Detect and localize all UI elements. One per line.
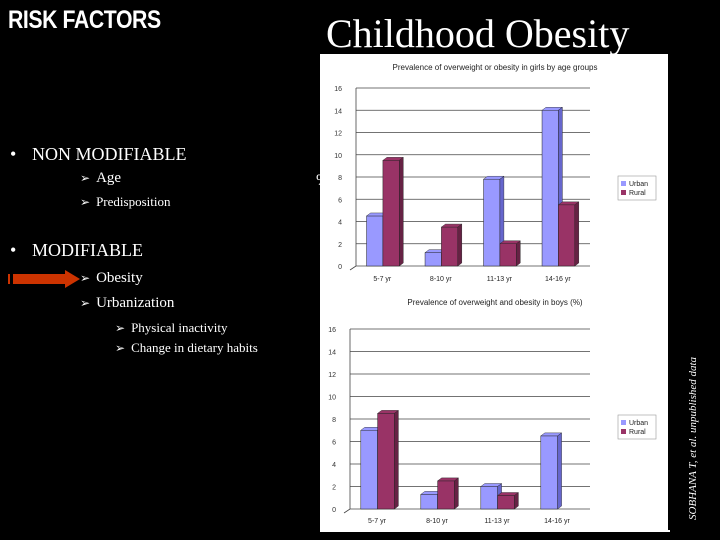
non-modifiable-label: NON MODIFIABLE — [32, 144, 187, 164]
bar-side — [557, 432, 562, 510]
y-tick-label: 8 — [332, 417, 336, 424]
axis-corner — [349, 265, 357, 271]
bar-urban — [420, 494, 438, 510]
y-tick-label: 14 — [328, 350, 336, 357]
legend-swatch — [621, 420, 626, 425]
x-tick-label: 5-7 yr — [368, 518, 387, 525]
bar-rural — [558, 204, 576, 267]
bar-side — [457, 223, 462, 267]
modifiable-bullet: • MODIFIABLE — [10, 240, 143, 261]
x-tick-label: 8-10 yr — [426, 518, 448, 525]
bar-side — [514, 492, 519, 510]
x-tick-label: 5-7 yr — [373, 276, 392, 283]
axis-corner — [343, 508, 351, 514]
item-label: Obesity — [96, 270, 143, 286]
x-tick-label: 8-10 yr — [430, 276, 452, 283]
bar-urban — [540, 435, 558, 510]
boys-prevalence-chart: Prevalence of overweight and obesity in … — [328, 298, 657, 525]
credit-text: SOBHANA T, et al. unpublished data — [687, 356, 699, 520]
girls-chart-panel: Prevalence of overweight or obesity in g… — [320, 54, 670, 299]
y-tick-label: 16 — [328, 327, 336, 334]
legend-label: Urban — [629, 420, 648, 427]
list-item-dietary-habits: ➢ Change in dietary habits — [115, 340, 262, 356]
legend-swatch — [621, 190, 626, 195]
y-tick-label: 2 — [332, 485, 336, 492]
arrow-bullet-icon: ➢ — [115, 321, 126, 335]
bar-side — [399, 156, 404, 267]
y-tick-label: 2 — [338, 242, 342, 249]
bar-side — [574, 201, 579, 267]
arrow-bullet-icon: ➢ — [80, 195, 91, 209]
list-item-obesity: ➢ Obesity — [80, 270, 143, 287]
item-label: Physical inactivity — [131, 320, 228, 335]
legend-box — [617, 175, 657, 201]
modifiable-label: MODIFIABLE — [32, 240, 143, 260]
legend-label: Urban — [629, 181, 648, 188]
credit-strip — [668, 54, 708, 530]
legend-label: Rural — [629, 190, 646, 197]
y-tick-label: 4 — [338, 220, 342, 227]
bar-rural — [437, 480, 455, 510]
bar-rural — [377, 413, 395, 510]
bar-rural — [497, 495, 515, 510]
x-tick-label: 11-13 yr — [484, 518, 510, 525]
y-tick-label: 10 — [334, 153, 342, 160]
chart-title: Prevalence of overweight and obesity in … — [407, 298, 583, 307]
arrow-bullet-icon: ➢ — [80, 296, 91, 310]
bullet-dot-icon: • — [10, 240, 17, 260]
item-label: Change in dietary habits — [131, 340, 258, 355]
x-tick-label: 14-16 yr — [545, 276, 571, 283]
girls-prevalence-chart: Prevalence of overweight or obesity in g… — [334, 63, 657, 283]
bar-urban — [366, 215, 384, 267]
legend-swatch — [621, 181, 626, 186]
arrow-bullet-icon: ➢ — [80, 271, 91, 285]
bar-urban — [483, 178, 501, 267]
legend-box — [617, 414, 657, 440]
list-item-age: ➢ Age — [80, 170, 121, 187]
list-item-predisposition: ➢ Predisposition — [80, 194, 170, 210]
arrow-bullet-icon: ➢ — [115, 341, 126, 355]
y-tick-label: 14 — [334, 108, 342, 115]
bullet-dot-icon: • — [10, 144, 17, 164]
left-panel — [0, 0, 254, 540]
list-item-urbanization: ➢ Urbanization — [80, 295, 174, 312]
y-tick-label: 12 — [334, 131, 342, 138]
bar-side — [454, 477, 459, 510]
y-tick-label: 6 — [338, 197, 342, 204]
slide-title: Childhood Obesity — [326, 11, 630, 56]
y-tick-label: 8 — [338, 175, 342, 182]
item-label: Predisposition — [96, 194, 171, 209]
bar-urban — [360, 430, 378, 510]
arrow-bullet-icon: ➢ — [80, 171, 91, 185]
bar-side — [394, 409, 399, 510]
bar-rural — [499, 243, 517, 267]
item-label: Age — [96, 170, 122, 186]
y-tick-label: 4 — [332, 462, 336, 469]
y-tick-label: 0 — [338, 264, 342, 271]
legend-swatch — [621, 429, 626, 434]
bar-urban — [480, 486, 498, 510]
list-item-physical-inactivity: ➢ Physical inactivity — [115, 320, 227, 336]
y-tick-label: 16 — [334, 86, 342, 93]
non-modifiable-bullet: • NON MODIFIABLE — [10, 144, 187, 165]
y-tick-label: 6 — [332, 440, 336, 447]
chart-title: Prevalence of overweight or obesity in g… — [393, 63, 598, 72]
bar-urban — [424, 252, 442, 267]
red-arrow-icon — [8, 270, 80, 288]
bar-urban — [541, 110, 559, 267]
risk-factors-heading: RISK FACTORS — [8, 6, 161, 34]
legend-label: Rural — [629, 429, 646, 436]
y-tick-label: 0 — [332, 507, 336, 514]
x-tick-label: 11-13 yr — [487, 276, 513, 283]
bar-rural — [441, 226, 459, 267]
boys-chart-panel: Prevalence of overweight and obesity in … — [320, 297, 670, 532]
y-tick-label: 10 — [328, 395, 336, 402]
bar-side — [516, 240, 521, 267]
x-tick-label: 14-16 yr — [544, 518, 570, 525]
item-label: Urbanization — [96, 295, 175, 311]
y-tick-label: 12 — [328, 372, 336, 379]
bar-rural — [382, 160, 400, 267]
